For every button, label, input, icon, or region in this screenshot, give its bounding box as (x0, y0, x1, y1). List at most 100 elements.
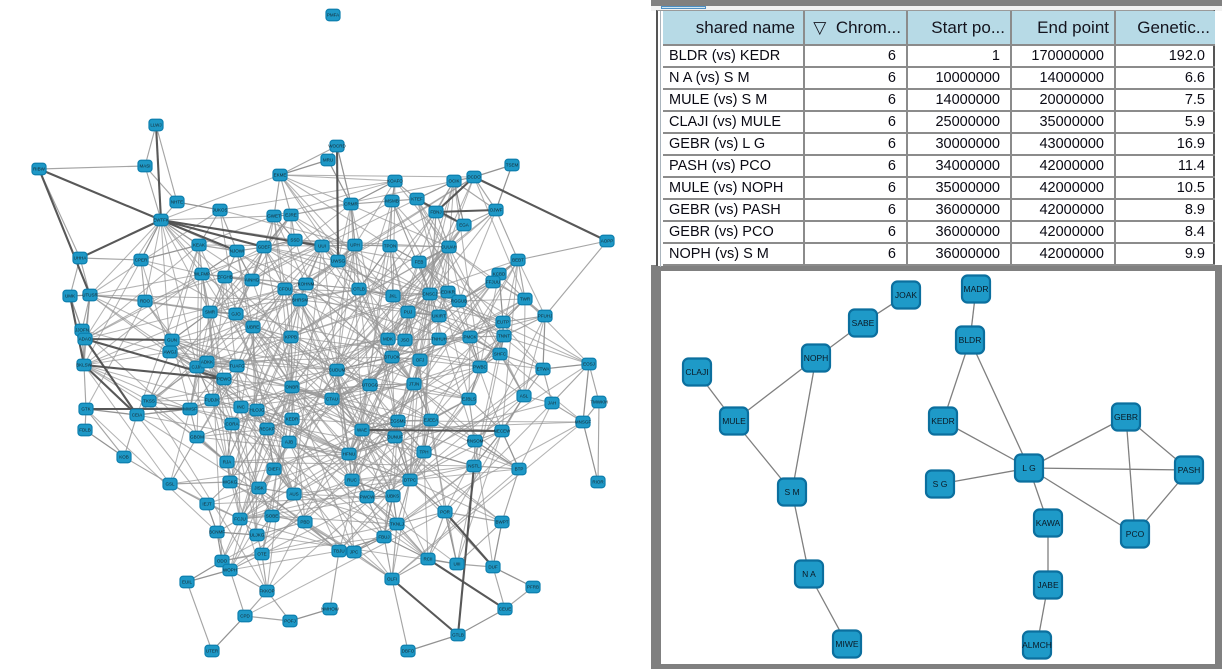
svg-text:KAWA: KAWA (1036, 518, 1061, 528)
svg-text:BEBT: BEBT (512, 258, 524, 263)
svg-text:TKNLJ: TKNLJ (390, 522, 404, 527)
svg-text:ONBR: ONBR (285, 385, 299, 390)
svg-text:FUDJK: FUDJK (205, 398, 220, 403)
svg-text:PASH: PASH (1178, 465, 1201, 475)
svg-text:KEAK: KEAK (193, 243, 205, 248)
svg-text:MDK: MDK (383, 337, 393, 342)
svg-text:OUNUF: OUNUF (387, 435, 403, 440)
svg-text:GEBR: GEBR (1114, 412, 1138, 422)
svg-text:CRMR: CRMR (344, 202, 358, 207)
svg-text:EKME: EKME (274, 173, 287, 178)
svg-text:DBFO: DBFO (402, 649, 415, 654)
svg-text:PBD: PBD (300, 520, 310, 525)
svg-text:ADAO: ADAO (79, 337, 92, 342)
svg-text:IEJT: IEJT (202, 502, 212, 507)
svg-text:WOPH: WOPH (223, 568, 237, 573)
svg-text:CFOU: CFOU (279, 287, 292, 292)
svg-text:GBOM: GBOM (190, 435, 204, 440)
svg-text:WAE: WAE (357, 428, 367, 433)
svg-text:EUIL: EUIL (182, 580, 193, 585)
svg-text:UTER: UTER (206, 649, 219, 654)
svg-text:FFJUU: FFJUU (486, 280, 500, 285)
svg-text:RIOR: RIOR (592, 480, 604, 485)
svg-text:SMR: SMR (205, 310, 216, 315)
svg-text:BTP: BTP (515, 467, 524, 472)
svg-text:BWPT: BWPT (496, 520, 509, 525)
svg-text:AOPP: AOPP (601, 239, 614, 244)
svg-text:CEIA: CEIA (132, 413, 143, 418)
svg-text:HFNU: HFNU (343, 452, 356, 457)
svg-text:TNNT: TNNT (498, 334, 510, 339)
svg-text:GDEF: GDEF (258, 245, 271, 250)
svg-text:MSMB: MSMB (385, 199, 399, 204)
svg-text:AUS: AUS (289, 492, 298, 497)
svg-text:OCIK: OCIK (448, 179, 459, 184)
svg-text:TWR: TWR (520, 297, 531, 302)
svg-text:FDLB: FDLB (79, 428, 91, 433)
svg-text:CNSCJ: CNSCJ (422, 292, 437, 297)
svg-text:JISK: JISK (254, 486, 264, 491)
svg-text:KPPB: KPPB (285, 335, 297, 340)
svg-text:TKSS: TKSS (143, 399, 155, 404)
svg-text:JPC: JPC (350, 550, 359, 555)
svg-text:N A: N A (802, 569, 816, 579)
svg-text:TUAFG: TUAFG (229, 364, 245, 369)
svg-text:KEDR: KEDR (286, 417, 299, 422)
svg-text:GSL: GSL (165, 482, 175, 487)
svg-text:CORA: CORA (225, 422, 238, 427)
svg-text:KOHNM: KOHNM (298, 282, 315, 287)
svg-text:PFRB: PFRB (527, 585, 539, 590)
svg-text:KTEF: KTEF (411, 197, 423, 202)
svg-text:TBJU: TBJU (333, 549, 344, 554)
svg-text:MRU: MRU (323, 158, 333, 163)
svg-text:DTUOK: DTUOK (384, 355, 400, 360)
svg-text:NECEW: NECEW (494, 429, 512, 434)
svg-text:OTLB: OTLB (353, 287, 365, 292)
svg-text:PUJ: PUJ (404, 310, 413, 315)
svg-text:NHTE: NHTE (171, 200, 183, 205)
svg-text:UPH: UPH (350, 243, 360, 248)
svg-text:POFJ: POFJ (284, 619, 296, 624)
svg-text:KOAFO: KOAFO (387, 179, 403, 184)
svg-text:UBKS: UBKS (387, 494, 399, 499)
svg-text:RJA: RJA (223, 460, 232, 465)
svg-text:MULE: MULE (722, 416, 746, 426)
svg-text:TNHUH: TNHUH (431, 337, 447, 342)
svg-text:PWCW: PWCW (360, 495, 375, 500)
svg-text:CJJR: CJJR (192, 365, 204, 370)
svg-text:EGSML: EGSML (390, 419, 406, 424)
svg-text:CPER: CPER (135, 258, 148, 263)
svg-text:RNSOM: RNSOM (467, 439, 484, 444)
svg-text:EJRE: EJRE (285, 213, 297, 218)
svg-text:MNSGF: MNSGF (575, 420, 592, 425)
svg-text:SSD: SSD (290, 238, 300, 243)
svg-text:POR: POR (440, 510, 451, 515)
svg-text:PMCK: PMCK (463, 335, 476, 340)
svg-text:TMWKM: TMWKM (590, 400, 608, 405)
svg-text:FBUJ: FBUJ (378, 535, 389, 540)
svg-text:BHRSM: BHRSM (292, 298, 309, 303)
svg-text:UKIRT: UKIRT (432, 314, 446, 319)
svg-text:UTUSR: UTUSR (82, 293, 98, 298)
svg-text:OLFI: OLFI (387, 577, 397, 582)
svg-text:CTAU: CTAU (326, 397, 338, 402)
svg-text:NJOWI: NJOWI (230, 249, 245, 254)
svg-text:ETWA: ETWA (537, 367, 550, 372)
svg-text:EUTP: EUTP (497, 320, 509, 325)
svg-text:L G: L G (1022, 463, 1035, 473)
svg-text:ADKK: ADKK (201, 360, 213, 365)
svg-text:EWTFK: EWTFK (153, 218, 169, 223)
svg-text:OTE: OTE (257, 552, 266, 557)
svg-text:RGGUB: RGGUB (451, 299, 468, 304)
svg-text:PFUHJ: PFUHJ (538, 314, 553, 319)
svg-text:UMK: UMK (65, 294, 75, 299)
svg-text:REGKP: REGKP (259, 427, 275, 432)
svg-text:GTK: GTK (81, 407, 90, 412)
svg-text:KEDR: KEDR (931, 416, 955, 426)
svg-text:DTPC: DTPC (404, 478, 417, 483)
svg-text:NOPH: NOPH (804, 353, 829, 363)
svg-text:ULJKG: ULJKG (250, 533, 265, 538)
svg-text:UIII: UIII (453, 562, 460, 567)
svg-text:SOBE: SOBE (266, 514, 279, 519)
svg-text:AINHG: AINHG (245, 278, 260, 283)
